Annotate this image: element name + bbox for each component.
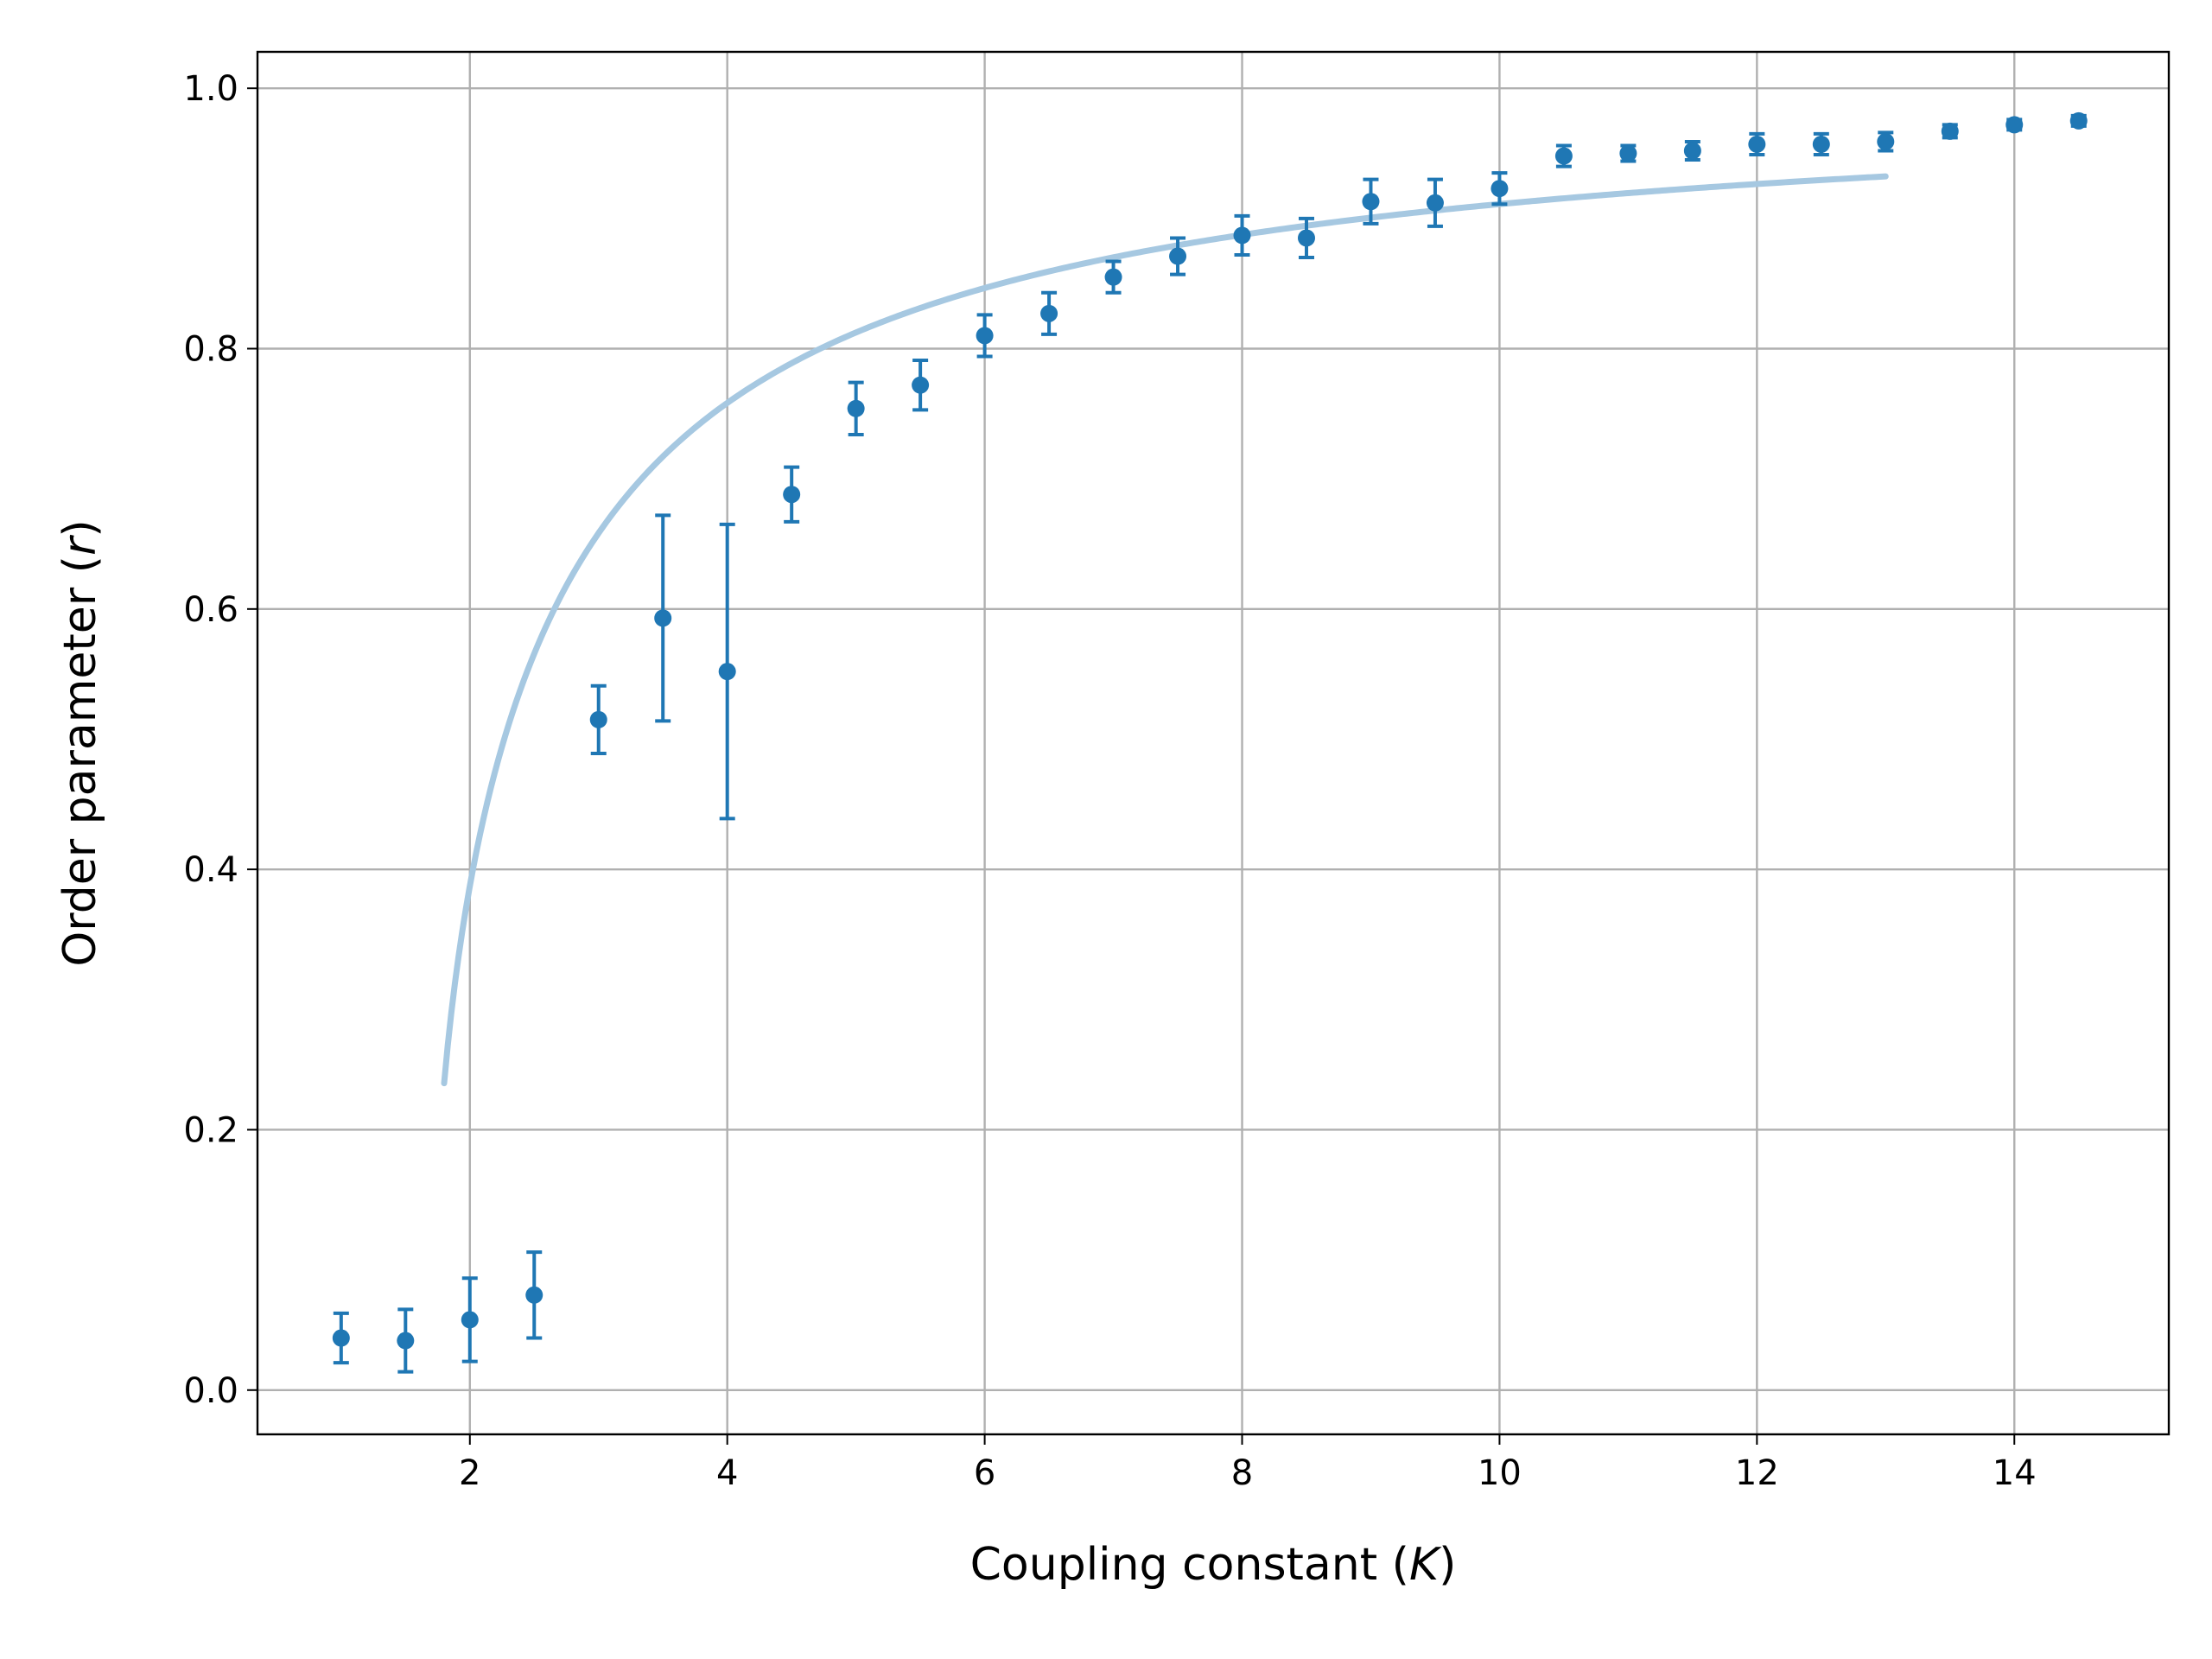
ticks: 2 4 6 8 10 12 14 0.0 0.2 0.4 0.6 0.8 1.0 xyxy=(183,69,2036,1493)
data-point xyxy=(1812,131,1830,157)
data-point xyxy=(1877,130,1895,153)
data-marker xyxy=(654,609,672,627)
theory-curve xyxy=(441,173,1889,1087)
data-marker xyxy=(397,1332,415,1350)
y-tick-label: 0.2 xyxy=(183,1110,238,1150)
data-point xyxy=(1619,143,1637,163)
y-tick-label: 0.6 xyxy=(183,590,238,630)
data-point xyxy=(718,522,736,821)
data-point xyxy=(1554,143,1573,168)
data-point xyxy=(1683,139,1701,162)
x-tick-label: 2 xyxy=(459,1453,480,1493)
y-tick-label: 0.4 xyxy=(183,850,238,890)
x-axis-label-prefix: Coupling constant ( xyxy=(970,1539,1409,1591)
x-tick-label: 6 xyxy=(974,1453,995,1493)
data-marker xyxy=(1426,194,1444,212)
data-marker xyxy=(1877,132,1895,150)
y-axis-label-suffix: ) xyxy=(54,519,106,537)
data-point xyxy=(1040,290,1058,336)
data-marker xyxy=(1748,135,1766,153)
plot-frame xyxy=(256,50,2171,1436)
data-point xyxy=(976,313,994,359)
data-marker xyxy=(1104,268,1122,286)
data-point xyxy=(397,1307,415,1374)
x-axis-label-suffix: ) xyxy=(1439,1539,1456,1591)
x-tick-label: 14 xyxy=(1993,1453,2037,1493)
data-point xyxy=(1491,171,1509,207)
data-point xyxy=(461,1276,479,1363)
data-point xyxy=(2069,111,2088,130)
data-point xyxy=(1169,236,1187,276)
data-marker xyxy=(2005,116,2024,134)
data-point xyxy=(1941,122,1959,140)
data-marker xyxy=(847,399,865,417)
data-points-layer xyxy=(332,111,2088,1374)
x-axis-label-symbol: K xyxy=(1409,1539,1442,1591)
data-marker xyxy=(1812,135,1830,153)
y-axis-label: Order parameter (r) xyxy=(54,519,106,966)
x-tick-label: 4 xyxy=(716,1453,738,1493)
data-point xyxy=(589,683,607,756)
data-marker xyxy=(1297,229,1315,247)
data-marker xyxy=(912,376,930,394)
data-point xyxy=(1362,177,1380,226)
data-marker xyxy=(332,1329,350,1347)
data-marker xyxy=(1554,147,1573,165)
x-tick-label: 12 xyxy=(1735,1453,1779,1493)
data-point xyxy=(847,380,865,436)
data-point xyxy=(1233,213,1251,257)
grid xyxy=(257,52,2169,1434)
data-marker xyxy=(1233,226,1251,245)
data-marker xyxy=(1491,180,1509,198)
x-tick-label: 8 xyxy=(1231,1453,1253,1493)
y-axis-label-prefix: Order parameter ( xyxy=(54,556,106,967)
theory-curve-layer xyxy=(441,173,1889,1087)
data-marker xyxy=(976,327,994,345)
data-marker xyxy=(1941,122,1959,140)
data-point xyxy=(912,359,930,412)
x-axis-label: Coupling constant (K) xyxy=(970,1539,1457,1591)
data-point xyxy=(783,465,801,524)
data-marker xyxy=(1362,193,1380,211)
data-point xyxy=(2005,116,2024,134)
x-tick-label: 10 xyxy=(1478,1453,1522,1493)
data-point xyxy=(1297,216,1315,260)
data-marker xyxy=(1040,304,1058,322)
data-point xyxy=(654,513,672,723)
data-marker xyxy=(1619,144,1637,162)
data-marker xyxy=(2069,111,2088,130)
data-marker xyxy=(718,663,736,681)
data-marker xyxy=(589,710,607,728)
data-point xyxy=(1748,131,1766,157)
data-point xyxy=(525,1250,543,1340)
y-axis-label-symbol: r xyxy=(54,534,106,556)
data-marker xyxy=(461,1311,479,1329)
data-point xyxy=(1426,177,1444,228)
data-point xyxy=(1104,259,1122,295)
data-marker xyxy=(1683,142,1701,160)
data-marker xyxy=(525,1286,543,1304)
data-point xyxy=(332,1311,350,1365)
y-tick-label: 1.0 xyxy=(183,69,238,109)
y-tick-label: 0.0 xyxy=(183,1371,238,1411)
y-tick-label: 0.8 xyxy=(183,330,238,370)
data-marker xyxy=(1169,247,1187,265)
data-marker xyxy=(783,486,801,504)
